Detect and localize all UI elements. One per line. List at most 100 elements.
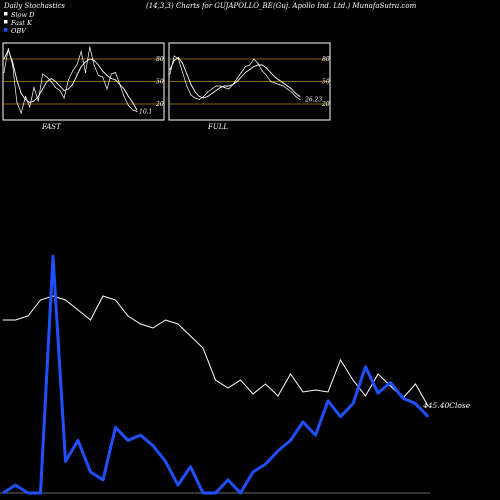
fast-slow-d-point-25 <box>110 78 112 79</box>
fast-slow-d-point-0 <box>3 58 5 60</box>
close-point-2 <box>27 315 29 317</box>
fast-slow-d-point-21 <box>93 60 95 61</box>
fast-fast-k-point-31 <box>136 111 138 112</box>
fast-slow-d-point-5 <box>25 99 26 100</box>
close-point-4 <box>52 295 54 297</box>
full-tick-label-20: 20 <box>321 101 330 108</box>
legend: Slow D Fast K OBV <box>4 11 35 35</box>
close-point-0 <box>2 319 4 321</box>
obv-point-4 <box>52 255 54 257</box>
legend-label-fast-k: Fast K <box>10 19 33 27</box>
fast-slow-d-point-18 <box>80 66 82 67</box>
obv-point-31 <box>389 381 392 384</box>
chart-title-left: Daily Stochastics <box>3 2 65 10</box>
obv-point-8 <box>102 479 104 481</box>
legend-label-slow-d: Slow D <box>11 11 35 19</box>
legend-swatch-obv <box>4 28 8 32</box>
close-point-11 <box>140 323 141 325</box>
close-point-15 <box>190 335 191 337</box>
obv-point-16 <box>202 492 204 494</box>
full-slow-d-point-25 <box>274 76 276 78</box>
close-point-9 <box>115 299 116 301</box>
full-slow-d-point-28 <box>286 85 288 87</box>
obv-point-10 <box>127 439 129 441</box>
full-fast-k-point-31 <box>299 99 301 100</box>
full-fast-k-point-26 <box>278 84 280 85</box>
fast-fast-k-point-12 <box>55 87 56 88</box>
full-slow-d-point-24 <box>270 72 272 73</box>
full-fast-k-point-30 <box>295 96 297 97</box>
obv-point-7 <box>89 471 92 473</box>
fast-fast-k-point-23 <box>102 76 104 78</box>
fast-fast-k-point-26 <box>115 72 116 73</box>
fast-fast-k-point-19 <box>85 72 86 73</box>
price-obv-panel: 445.40Close <box>0 254 471 495</box>
fast-tick-label-20: 20 <box>155 101 164 108</box>
fast-fast-k-point-2 <box>12 64 14 66</box>
fast-fast-k-point-9 <box>42 73 44 75</box>
fast-fast-k-point-25 <box>110 73 112 75</box>
close-value-label: 445.40Close <box>422 401 471 410</box>
full-slow-d-point-3 <box>182 63 184 64</box>
obv-point-19 <box>239 492 242 494</box>
fast-slow-d-point-14 <box>63 90 65 91</box>
full-series-fast-k <box>169 55 301 100</box>
obv-point-29 <box>364 366 367 368</box>
close-point-27 <box>340 359 341 361</box>
full-slow-d-point-2 <box>177 57 179 58</box>
full-slow-d-point-16 <box>236 81 238 82</box>
fast-slow-d-point-23 <box>102 70 104 72</box>
full-slow-d-point-30 <box>295 93 297 94</box>
close-point-22 <box>277 395 279 397</box>
close-point-30 <box>377 373 379 375</box>
full-slow-d-point-21 <box>257 64 259 66</box>
fast-fast-k-point-30 <box>132 109 134 111</box>
obv-point-3 <box>39 492 42 494</box>
fast-slow-d-point-13 <box>59 85 61 87</box>
full-tick-label-80: 80 <box>322 56 330 63</box>
obv-point-20 <box>252 471 254 473</box>
full-fast-k-point-14 <box>228 88 230 90</box>
full-slow-d-point-26 <box>278 79 280 81</box>
fast-fast-k-point-22 <box>97 75 99 76</box>
fast-fast-k-point-4 <box>20 112 22 114</box>
obv-point-5 <box>64 460 67 462</box>
full-slow-d-point-9 <box>207 96 209 97</box>
full-slow-d-point-4 <box>186 73 188 75</box>
full-fast-k-point-2 <box>177 58 179 60</box>
fast-slow-d-point-7 <box>33 100 35 102</box>
obv-point-2 <box>27 492 29 494</box>
fast-slow-d-point-24 <box>106 75 108 76</box>
fast-slow-d-point-28 <box>123 88 125 90</box>
full-fast-k-point-17 <box>240 72 242 73</box>
full-fast-k-point-28 <box>286 88 288 90</box>
full-fast-k-point-22 <box>261 70 263 72</box>
full-fast-k-point-21 <box>257 63 259 64</box>
full-slow-d-point-23 <box>266 67 267 69</box>
obv-point-26 <box>327 400 329 402</box>
fast-fast-k-point-18 <box>80 51 82 52</box>
fast-slow-d-point-8 <box>37 96 39 97</box>
full-fast-k-point-19 <box>249 64 251 66</box>
full-fast-k-point-1 <box>173 55 175 57</box>
full-slow-d-point-29 <box>291 88 293 90</box>
obv-point-30 <box>377 392 379 394</box>
obv-point-13 <box>164 460 167 462</box>
fast-slow-d-point-6 <box>29 102 31 103</box>
obv-point-17 <box>214 492 217 494</box>
fast-slow-d-point-15 <box>67 88 69 90</box>
full-slow-d-point-19 <box>249 69 251 70</box>
close-point-14 <box>177 323 179 325</box>
close-point-12 <box>152 327 154 329</box>
full-fast-k-point-4 <box>186 85 188 87</box>
full-fast-k-point-8 <box>203 96 204 97</box>
fast-fast-k-point-27 <box>119 84 121 85</box>
legend-swatch-fast-k <box>4 20 8 24</box>
full-fast-k-point-15 <box>232 84 234 85</box>
chart-title-right: (Guj. Apollo Ind. Ltd.) MunafaSutra.com <box>273 2 417 10</box>
fast-slow-d-point-4 <box>20 93 22 94</box>
full-fast-k-point-12 <box>219 85 221 87</box>
